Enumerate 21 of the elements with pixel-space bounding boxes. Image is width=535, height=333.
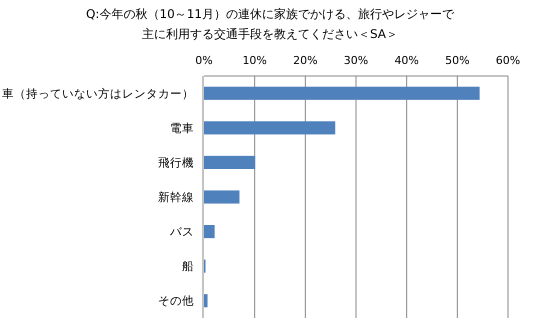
y-tick-label: 新幹線 [158,190,194,204]
x-tick-label: 40% [394,54,419,67]
bar [204,86,480,100]
y-tick-label: 船 [182,259,194,274]
y-tick-label: 電車 [170,120,194,135]
x-tick-label: 30% [344,54,368,67]
x-tick-label: 10% [242,54,267,67]
bar [204,156,256,169]
y-tick-label: その他 [158,294,194,308]
bar [204,225,215,238]
bar [204,190,240,204]
y-tick-label: 車（持っていない方はレンタカー） [2,86,194,100]
y-tick-label: バス [169,224,194,239]
bar [204,294,208,308]
y-tick-label: 飛行機 [158,155,194,170]
x-tick-label: 0% [195,54,213,67]
x-tick-label: 60% [496,54,520,67]
chart-title: Q:今年の秋（10～11月）の連休に家族でかける、旅行やレジャーで主に利用する交通手段を教えてください＜SA＞ [86,7,456,41]
x-tick-label: 50% [445,54,470,67]
x-tick-label: 20% [293,54,318,67]
bar [204,121,336,134]
